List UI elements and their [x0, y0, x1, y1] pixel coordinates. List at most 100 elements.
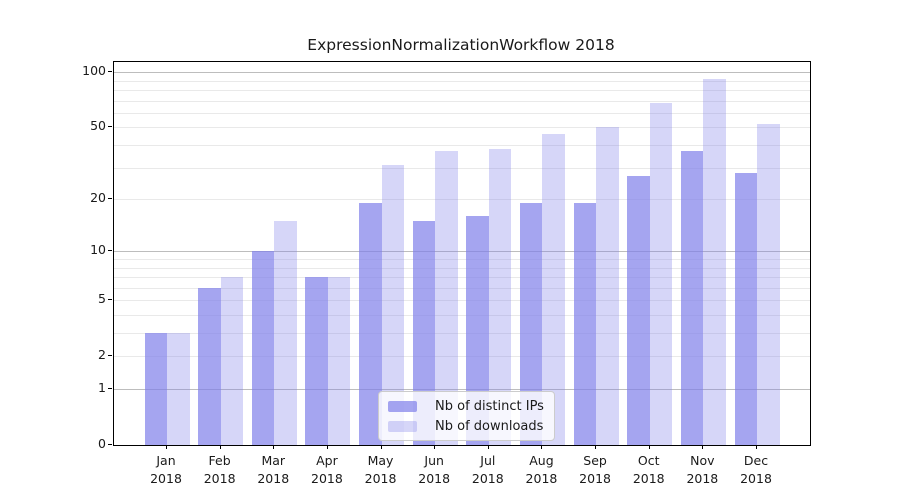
y-axis-tick: [108, 299, 112, 301]
gridline: [114, 314, 810, 316]
x-axis-label: Dec 2018: [716, 452, 796, 487]
bar-downloads-sep: [596, 127, 619, 445]
bar-downloads-feb: [220, 277, 244, 445]
x-axis-label-month: Jun: [424, 453, 444, 468]
bar-ips-may: [359, 203, 382, 445]
gridline: [114, 90, 810, 92]
y-axis-label: 0: [98, 436, 106, 451]
x-axis-label-year: 2018: [632, 470, 665, 486]
legend-swatch: [388, 401, 417, 412]
x-axis-label-year: 2018: [150, 470, 182, 486]
bar-downloads-oct: [649, 102, 673, 445]
y-axis-tick: [108, 355, 112, 357]
x-axis-label-year: 2018: [257, 470, 290, 486]
x-axis-label: Mar 2018: [233, 452, 313, 487]
bar-downloads-jan: [167, 333, 190, 445]
gridline: [114, 80, 810, 82]
gridline: [114, 72, 810, 74]
y-axis-label: 50: [90, 118, 106, 134]
x-axis-tick: [487, 445, 489, 449]
bar-ips-jul: [466, 216, 489, 445]
legend-item: Nb of downloads: [388, 419, 544, 434]
bar-ips-jan: [144, 333, 167, 445]
x-axis-tick: [434, 445, 436, 449]
x-axis-label-year: 2018: [525, 470, 558, 486]
y-axis-tick: [108, 198, 112, 200]
gridline: [114, 127, 810, 129]
x-axis-label-year: 2018: [364, 470, 397, 486]
bar-ips-apr: [305, 277, 328, 445]
y-axis-tick: [108, 444, 112, 445]
gridline: [114, 199, 810, 201]
x-axis-label: Nov 2018: [662, 452, 742, 487]
x-axis-tick: [166, 445, 167, 449]
x-axis-label-year: 2018: [579, 470, 611, 486]
x-axis-tick: [648, 445, 650, 449]
x-axis-label: Jun 2018: [394, 452, 474, 487]
x-axis-label-month: Mar: [261, 453, 286, 468]
bar-ips-feb: [198, 287, 221, 445]
bar-downloads-jul: [488, 149, 512, 445]
y-axis-label: 20: [90, 190, 106, 206]
legend: Nb of distinct IPs Nb of downloads: [378, 391, 555, 441]
y-axis-label: 100: [82, 63, 106, 79]
bar-downloads-apr: [327, 277, 351, 445]
bar-downloads-may: [381, 165, 405, 445]
legend-label: Nb of downloads: [435, 419, 544, 434]
x-axis-label-month: Apr: [316, 453, 338, 468]
bar-ips-oct: [627, 175, 650, 445]
bar-ips-jun: [412, 221, 436, 445]
gridline: [114, 389, 810, 390]
x-axis-label-month: Nov: [690, 453, 715, 468]
gridline: [114, 277, 810, 279]
x-axis-label-year: 2018: [418, 470, 451, 486]
gridline: [114, 287, 810, 289]
bar-ips-aug: [519, 203, 543, 445]
legend-item: Nb of distinct IPs: [388, 399, 544, 414]
gridline: [114, 267, 810, 269]
plot-area: [113, 61, 811, 446]
bar-downloads-mar: [274, 221, 297, 445]
x-axis-label-year: 2018: [686, 470, 719, 486]
x-axis-tick: [756, 445, 757, 449]
x-axis-label-month: Feb: [208, 453, 231, 468]
legend-swatch: [388, 421, 417, 432]
gridline: [114, 251, 810, 253]
y-axis-tick: [108, 126, 112, 128]
x-axis-tick: [595, 445, 597, 449]
bar-downloads-dec: [757, 124, 780, 445]
bar-ips-sep: [573, 203, 597, 445]
x-axis-label: Jan 2018: [126, 452, 206, 487]
x-axis-label-year: 2018: [471, 470, 504, 486]
legend-label: Nb of distinct IPs: [435, 399, 544, 414]
x-axis-tick: [219, 445, 221, 449]
x-axis-label: Jul 2018: [448, 452, 528, 487]
x-axis-label: May 2018: [341, 452, 421, 487]
x-axis-tick: [702, 445, 704, 449]
x-axis-label: Feb 2018: [180, 452, 260, 487]
x-axis-label-month: Sep: [583, 453, 607, 468]
bar-ips-nov: [680, 151, 704, 445]
x-axis-tick: [541, 445, 543, 449]
x-axis-label: Apr 2018: [287, 452, 367, 487]
gridline: [114, 356, 810, 358]
x-axis-tick: [326, 445, 328, 449]
x-axis-tick: [273, 445, 275, 449]
x-axis-label-month: Dec: [743, 453, 769, 468]
bar-ips-dec: [734, 173, 757, 445]
gridline: [114, 300, 810, 302]
x-axis-label-month: Aug: [529, 453, 554, 468]
x-axis-label-month: Oct: [637, 453, 660, 468]
bar-downloads-jun: [435, 151, 458, 445]
gridline: [114, 167, 810, 169]
x-axis-label-year: 2018: [311, 470, 343, 486]
y-axis-tick: [108, 71, 112, 73]
gridline: [114, 112, 810, 114]
x-axis-label-month: Jan: [156, 453, 176, 468]
y-axis-tick: [108, 388, 112, 389]
x-axis-label: Oct 2018: [609, 452, 689, 487]
x-axis-label-month: Jul: [480, 453, 496, 468]
bar-downloads-aug: [542, 134, 565, 445]
gridline: [114, 145, 810, 147]
